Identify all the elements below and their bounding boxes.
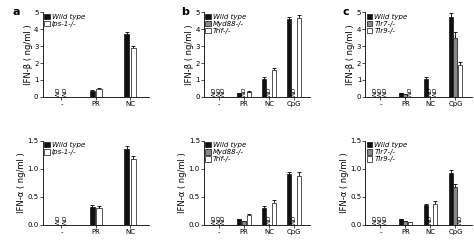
Legend: Wild type, Ips-1-/-: Wild type, Ips-1-/- bbox=[43, 13, 86, 28]
Bar bbox=[297, 18, 301, 97]
Bar bbox=[130, 48, 136, 97]
Text: ND: ND bbox=[457, 214, 463, 224]
Text: ND: ND bbox=[373, 214, 378, 224]
Text: ND: ND bbox=[428, 86, 433, 96]
Bar bbox=[448, 17, 453, 97]
Y-axis label: IFN-α ( ng/ml ): IFN-α ( ng/ml ) bbox=[17, 152, 26, 213]
Y-axis label: IFN-α ( ng/ml ): IFN-α ( ng/ml ) bbox=[340, 152, 349, 213]
Bar bbox=[399, 94, 403, 97]
Bar bbox=[130, 159, 136, 225]
Bar bbox=[424, 79, 428, 97]
Text: ND: ND bbox=[378, 86, 383, 96]
Bar bbox=[96, 89, 102, 97]
Legend: Wild type, Tlr7-/-, Tlr9-/-: Wild type, Tlr7-/-, Tlr9-/- bbox=[366, 13, 409, 35]
Bar bbox=[262, 79, 266, 97]
Bar bbox=[124, 149, 129, 225]
Bar bbox=[287, 19, 292, 97]
Bar bbox=[246, 215, 251, 225]
Bar bbox=[433, 204, 437, 225]
Y-axis label: IFN-β ( ng/ml ): IFN-β ( ng/ml ) bbox=[346, 24, 356, 85]
Text: ND: ND bbox=[428, 214, 433, 224]
Bar bbox=[408, 222, 412, 225]
Legend: Wild type, Ips-1-/-: Wild type, Ips-1-/- bbox=[43, 141, 86, 156]
Y-axis label: IFN-β ( ng/ml ): IFN-β ( ng/ml ) bbox=[24, 24, 33, 85]
Text: a: a bbox=[13, 8, 20, 18]
Text: c: c bbox=[342, 8, 349, 18]
Text: ND: ND bbox=[378, 214, 383, 224]
Bar bbox=[96, 208, 102, 225]
Text: ND: ND bbox=[383, 214, 388, 224]
Text: ND: ND bbox=[383, 86, 388, 96]
Text: b: b bbox=[181, 8, 189, 18]
Bar bbox=[458, 65, 462, 97]
Legend: Wild type, Tlr7-/-, Tlr9-/-: Wild type, Tlr7-/-, Tlr9-/- bbox=[366, 141, 409, 163]
Bar bbox=[124, 34, 129, 97]
Text: ND: ND bbox=[433, 86, 438, 96]
Bar bbox=[448, 173, 453, 225]
Text: ND: ND bbox=[242, 86, 246, 96]
Text: ND: ND bbox=[217, 86, 221, 96]
Bar bbox=[272, 202, 276, 225]
Text: ND: ND bbox=[266, 86, 272, 96]
Text: ND: ND bbox=[292, 86, 297, 96]
Text: ND: ND bbox=[217, 214, 221, 224]
Bar bbox=[297, 176, 301, 225]
Bar bbox=[246, 92, 251, 97]
Bar bbox=[90, 91, 95, 97]
Bar bbox=[90, 207, 95, 225]
Text: ND: ND bbox=[408, 86, 413, 96]
Text: ND: ND bbox=[212, 86, 217, 96]
Text: ND: ND bbox=[212, 214, 217, 224]
Bar bbox=[237, 94, 241, 97]
Text: ND: ND bbox=[292, 214, 297, 224]
Bar bbox=[287, 174, 292, 225]
Text: ND: ND bbox=[221, 214, 226, 224]
Y-axis label: IFN-α ( ng/ml ): IFN-α ( ng/ml ) bbox=[178, 152, 187, 213]
Text: ND: ND bbox=[221, 86, 226, 96]
Bar bbox=[272, 70, 276, 97]
Bar bbox=[403, 221, 408, 225]
Text: ND: ND bbox=[63, 86, 67, 96]
Text: ND: ND bbox=[266, 214, 272, 224]
Bar bbox=[453, 38, 457, 97]
Bar bbox=[424, 205, 428, 225]
Text: ND: ND bbox=[63, 214, 67, 224]
Bar bbox=[403, 94, 408, 97]
Legend: Wild type, Myd88-/-, Trif-/-: Wild type, Myd88-/-, Trif-/- bbox=[205, 141, 247, 163]
Bar bbox=[453, 187, 457, 225]
Bar bbox=[242, 221, 246, 225]
Y-axis label: IFN-β ( ng/ml ): IFN-β ( ng/ml ) bbox=[185, 24, 194, 85]
Text: ND: ND bbox=[373, 86, 378, 96]
Bar bbox=[399, 220, 403, 225]
Text: ND: ND bbox=[55, 214, 61, 224]
Bar bbox=[262, 208, 266, 225]
Bar bbox=[237, 220, 241, 225]
Legend: Wild type, Myd88-/-, Trif-/-: Wild type, Myd88-/-, Trif-/- bbox=[205, 13, 247, 35]
Text: ND: ND bbox=[55, 86, 61, 96]
